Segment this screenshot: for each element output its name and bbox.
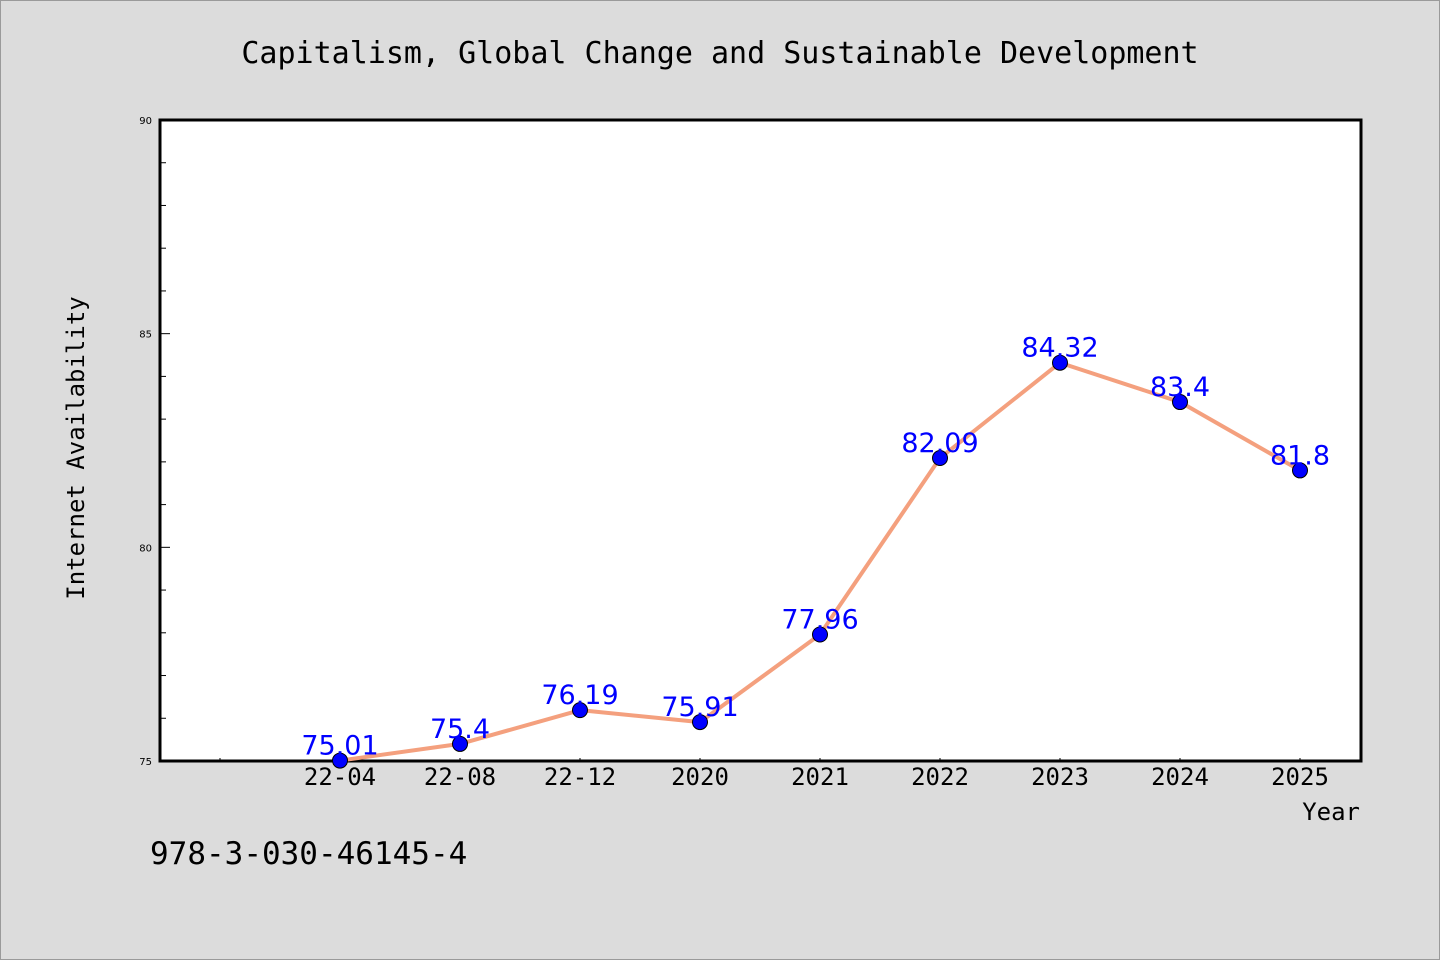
data-point: [1292, 462, 1308, 479]
y-tick-label: 85: [139, 330, 152, 341]
data-label: 75.01: [301, 731, 378, 762]
x-tick-label: 2024: [1151, 763, 1209, 791]
isbn-text: 978-3-030-46145-4: [150, 836, 467, 872]
data-label: 83.4: [1150, 372, 1210, 403]
x-axis-ticks: 22-04 22-08 22-12 2020 2021 2022 2023 2024 2025: [219, 758, 1329, 791]
data-point: [932, 450, 948, 467]
data-point: [332, 752, 348, 769]
series-layer: 75.01 75.4 76.19 75.91 77.96 82.09 84.32 83.4 81…: [301, 333, 1330, 769]
data-label: 75.4: [430, 714, 490, 745]
x-tick-label: 2021: [791, 763, 849, 791]
data-label: 82.09: [901, 428, 978, 459]
y-tick-label: 90: [139, 116, 152, 127]
x-tick-label: 2022: [911, 763, 969, 791]
data-point: [1172, 394, 1188, 411]
x-axis-title: Year: [1302, 798, 1360, 826]
y-tick-label: 80: [139, 543, 152, 554]
data-point: [572, 702, 588, 719]
x-tick-label: 22-12: [544, 763, 616, 791]
data-point: [1052, 354, 1068, 371]
x-tick-label: 2020: [671, 763, 729, 791]
y-tick-label: 75: [139, 757, 152, 768]
data-label: 76.19: [541, 680, 618, 711]
plot-area: [158, 118, 1363, 763]
data-point: [692, 714, 708, 731]
x-tick-label: 22-08: [424, 763, 496, 791]
chart-title: Capitalism, Global Change and Sustainabl…: [241, 36, 1198, 71]
x-tick-label: 2025: [1271, 763, 1329, 791]
x-tick-label: 2023: [1031, 763, 1089, 791]
data-label: 75.91: [661, 692, 738, 723]
data-label: 84.32: [1021, 333, 1098, 364]
data-point: [452, 735, 468, 752]
data-label: 81.8: [1270, 440, 1330, 471]
y-axis-ticks: 75 80 85 90: [139, 116, 170, 768]
data-label: 77.96: [781, 605, 858, 636]
y-axis-title: Internet Availability: [62, 296, 90, 599]
data-point: [812, 626, 828, 643]
